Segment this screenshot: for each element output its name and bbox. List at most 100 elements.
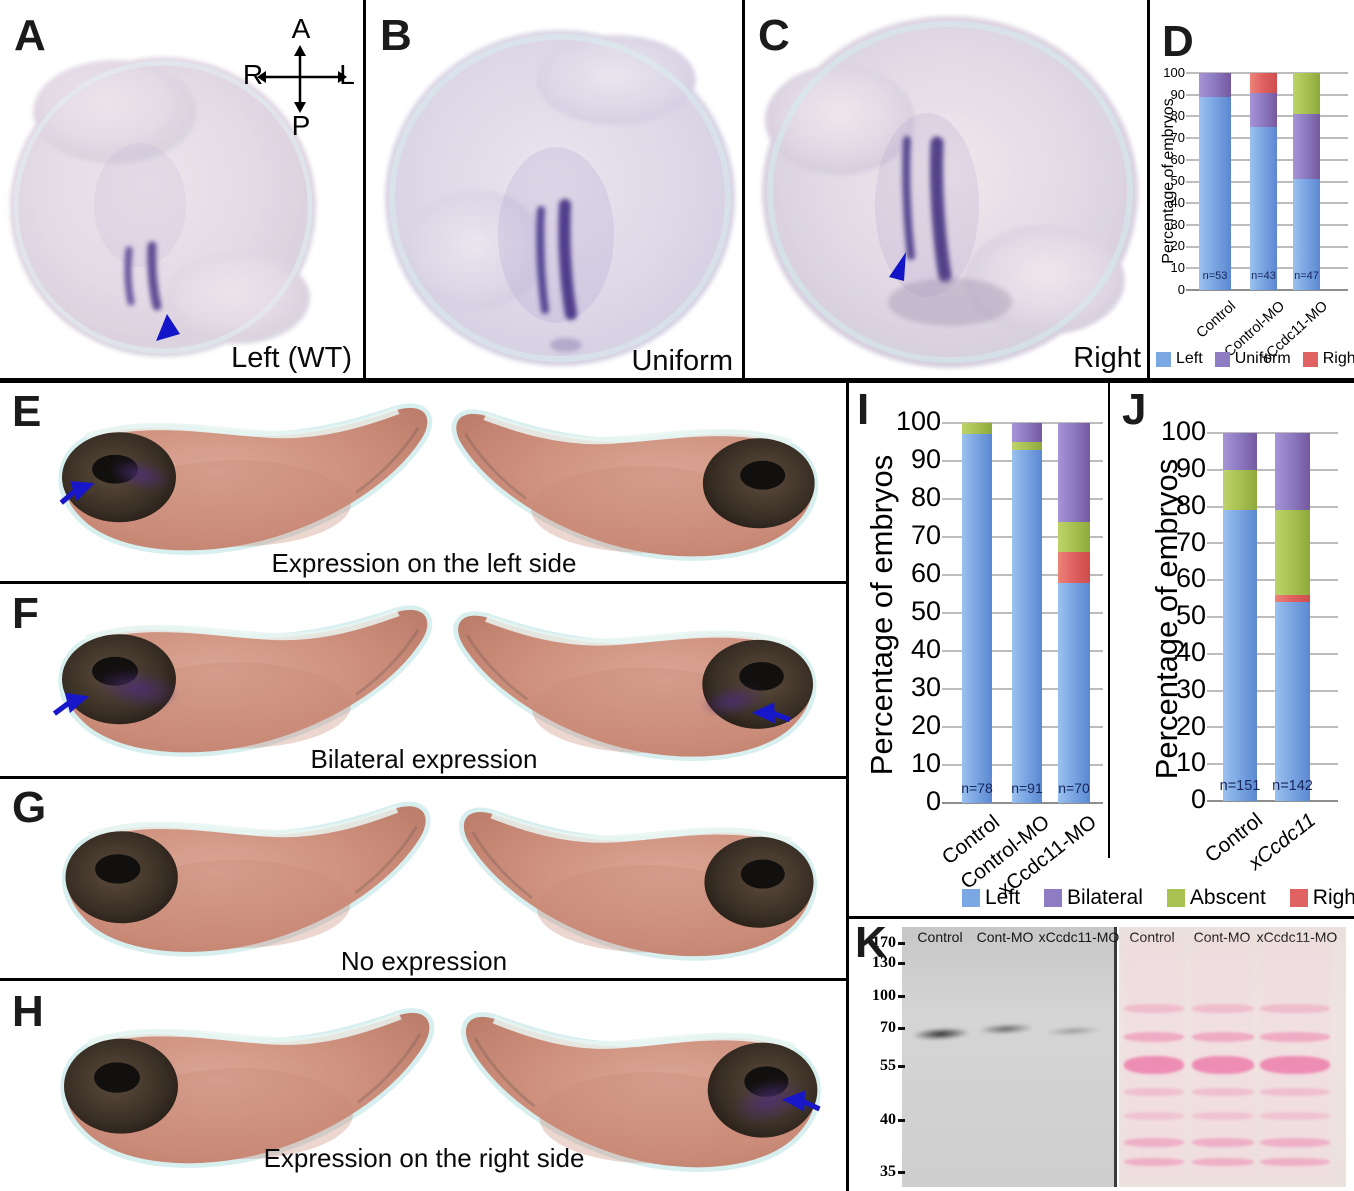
mw-marker-label: 40 bbox=[880, 1111, 896, 1128]
y-tick-label: 80 bbox=[1170, 108, 1185, 124]
y-tick-label: 100 bbox=[895, 406, 941, 437]
mw-tick bbox=[898, 962, 905, 965]
bar-segment-right bbox=[1275, 594, 1310, 603]
panel-divider bbox=[0, 378, 1354, 383]
panel-divider bbox=[1108, 383, 1110, 858]
ponceau-band bbox=[1260, 1056, 1330, 1074]
compass-left-label: L bbox=[339, 59, 355, 90]
y-tick-label: 10 bbox=[910, 748, 941, 779]
ponceau-band bbox=[1260, 1004, 1330, 1013]
y-tick-label: 80 bbox=[910, 482, 941, 513]
panel-divider bbox=[0, 978, 848, 981]
blot-divider bbox=[1114, 927, 1117, 1187]
y-tick-label: 10 bbox=[1175, 747, 1206, 778]
ponceau-band bbox=[1260, 1032, 1330, 1042]
bar-segment-left bbox=[1199, 96, 1231, 290]
legend-label: Abscent bbox=[1189, 886, 1266, 909]
ponceau-band bbox=[1124, 1088, 1184, 1096]
n-count-label: n=47 bbox=[1294, 270, 1319, 282]
purple-expression-streaks bbox=[888, 136, 1012, 326]
n-count-label: n=43 bbox=[1251, 270, 1276, 282]
y-tick-label: 30 bbox=[1170, 216, 1185, 232]
panel-H-caption: Expression on the right side bbox=[263, 1143, 585, 1173]
legend-item-right: Right bbox=[1302, 350, 1354, 368]
ponceau-band bbox=[1192, 1112, 1254, 1120]
gridline bbox=[1207, 616, 1338, 618]
panel-G-caption: No expression bbox=[340, 946, 508, 976]
embryo-explant-photo-A bbox=[10, 57, 316, 357]
y-tick-label: 90 bbox=[1175, 452, 1206, 483]
gridline bbox=[1207, 468, 1338, 471]
y-tick-label: 30 bbox=[1175, 673, 1206, 704]
chart-J-pitx2-laterality: Percentage of embryos 0 10 20 30 40 50 60 70 80 9… bbox=[1112, 382, 1354, 916]
ponceau-band bbox=[1124, 1138, 1184, 1147]
panel-label-E: E bbox=[12, 387, 42, 436]
y-tick-label: 0 bbox=[1177, 281, 1185, 297]
panel-K-western-blot: 170 130 100 70 55 40 35 Control Cont-MO xCcdc11-M… bbox=[848, 920, 1354, 1191]
panel-label-I: I bbox=[857, 385, 870, 434]
bar-segment-uniform bbox=[1250, 92, 1277, 128]
y-tick-label: 50 bbox=[1170, 173, 1185, 189]
purple-expression-streaks bbox=[536, 199, 582, 352]
mw-marker-label: 55 bbox=[880, 1057, 896, 1074]
gridline bbox=[1186, 289, 1348, 291]
y-tick-label: 70 bbox=[910, 520, 941, 551]
bar-segment-abscent bbox=[1058, 521, 1090, 553]
y-tick-label: 0 bbox=[1190, 784, 1206, 815]
mw-tick bbox=[898, 1065, 905, 1068]
ponceau-band bbox=[1124, 1004, 1184, 1013]
embryo-explant-photo-B bbox=[385, 30, 735, 366]
arrow-icon bbox=[779, 1086, 824, 1117]
purple-expression-streaks bbox=[124, 241, 162, 311]
bar-segment-bilateral bbox=[1012, 423, 1042, 442]
ponceau-band bbox=[1192, 1088, 1254, 1096]
bar-segment-bilateral bbox=[1223, 433, 1257, 470]
lane-label: Control bbox=[1129, 929, 1175, 945]
gridline bbox=[1207, 542, 1338, 545]
gridline bbox=[1207, 505, 1338, 508]
gridline bbox=[1207, 652, 1338, 655]
legend-IJ: Left Bilateral Abscent Right bbox=[962, 886, 1354, 910]
compass-anterior-label: A bbox=[291, 13, 311, 44]
mw-marker-label: 170 bbox=[872, 934, 896, 951]
mw-tick bbox=[898, 1171, 905, 1174]
y-tick-label: 0 bbox=[925, 786, 941, 817]
y-tick-label: 20 bbox=[1170, 238, 1185, 254]
bar-segment-left bbox=[1250, 127, 1277, 290]
y-tick-label: 30 bbox=[910, 672, 941, 703]
y-tick-label: 40 bbox=[1175, 636, 1206, 667]
ponceau-band bbox=[1260, 1158, 1330, 1166]
ponceau-band bbox=[1260, 1138, 1330, 1147]
bar-segment-uniform bbox=[1199, 73, 1231, 97]
orientation-compass-icon bbox=[257, 45, 347, 113]
panel-divider bbox=[742, 0, 745, 378]
bar-segment-abscent bbox=[1012, 442, 1042, 450]
y-tick-label: 70 bbox=[1170, 129, 1185, 145]
bar-segment-abscent bbox=[1275, 510, 1310, 595]
ponceau-band bbox=[1124, 1032, 1184, 1042]
y-tick-label: 90 bbox=[1170, 86, 1185, 102]
n-count-label: n=142 bbox=[1272, 777, 1313, 794]
bar-segment-right bbox=[1058, 552, 1090, 583]
panel-label-D: D bbox=[1162, 17, 1194, 66]
gridline bbox=[942, 802, 1103, 804]
bar-segment-right bbox=[1250, 73, 1277, 93]
n-count-label: n=151 bbox=[1219, 777, 1261, 794]
y-tick-label: 100 bbox=[1160, 416, 1206, 447]
mw-marker-label: 130 bbox=[872, 954, 896, 971]
arrow-icon bbox=[49, 687, 94, 718]
ponceau-band bbox=[1192, 1056, 1254, 1074]
lane-label: Cont-MO bbox=[1193, 929, 1251, 945]
mw-marker-label: 100 bbox=[872, 987, 896, 1004]
gridline bbox=[1207, 800, 1338, 802]
y-tick-label: 70 bbox=[1175, 526, 1206, 557]
bar-segment-abscent bbox=[1223, 469, 1257, 511]
legend-label: Left bbox=[985, 886, 1021, 909]
panel-divider bbox=[0, 581, 848, 584]
y-tick-label: 40 bbox=[910, 634, 941, 665]
panel-E-caption: Expression on the left side bbox=[271, 548, 577, 578]
y-tick-label: 50 bbox=[1175, 600, 1206, 631]
ponceau-band bbox=[1124, 1158, 1184, 1166]
legend-label: Right bbox=[1312, 886, 1354, 909]
